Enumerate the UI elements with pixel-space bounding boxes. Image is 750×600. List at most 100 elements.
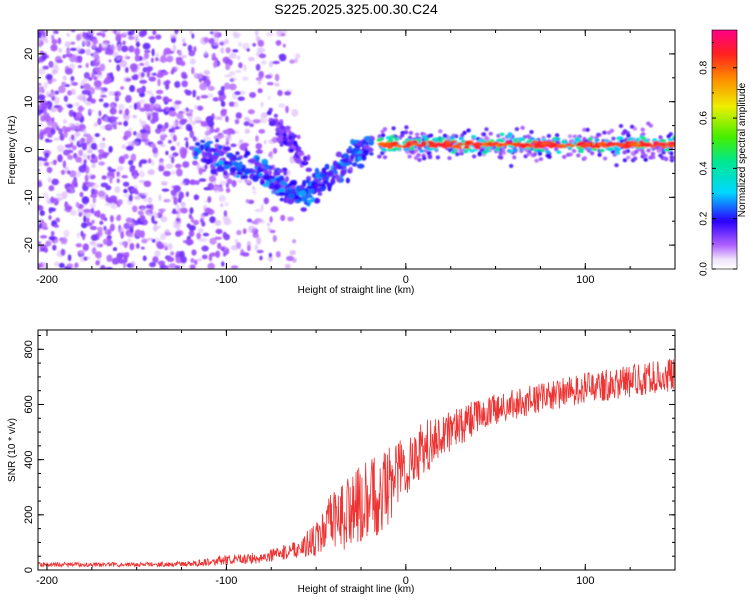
heatmap-cell [187, 44, 193, 52]
heatmap-cell [541, 141, 548, 145]
heatmap-cell [192, 160, 198, 166]
heatmap-cell [116, 64, 121, 72]
heatmap-cell [205, 158, 211, 165]
heatmap-cell [229, 166, 236, 174]
heatmap-cell [450, 140, 457, 144]
heatmap-cell [122, 181, 130, 187]
heatmap-cell [262, 118, 268, 124]
heatmap-cell [463, 145, 470, 149]
heatmap-cell [175, 163, 182, 169]
heatmap-cell [170, 189, 177, 196]
heatmap-cell [474, 145, 481, 149]
heatmap-cell [225, 183, 229, 188]
heatmap-cell [58, 85, 66, 94]
heatmap-cell [203, 142, 211, 148]
heatmap-cell [278, 103, 286, 108]
heatmap-cell [38, 104, 42, 111]
heatmap-cell [100, 42, 109, 49]
heatmap-cell [87, 30, 95, 36]
heatmap-cell [38, 161, 43, 167]
heatmap-cell [204, 164, 208, 170]
heatmap-cell [209, 119, 214, 128]
heatmap-cell [259, 179, 265, 186]
heatmap-cell [208, 175, 217, 183]
heatmap-cell [546, 133, 552, 138]
heatmap-cell [147, 169, 155, 176]
heatmap-cell [48, 215, 52, 220]
heatmap-cell [58, 48, 62, 53]
heatmap-cell [39, 244, 48, 250]
heatmap-cell [185, 140, 189, 149]
heatmap-cell [299, 190, 307, 197]
heatmap-cell [403, 130, 409, 135]
heatmap-cell [157, 225, 161, 229]
heatmap-cell [234, 119, 240, 125]
heatmap-cell [571, 149, 577, 153]
heatmap-cell [314, 183, 322, 187]
heatmap-cell [247, 109, 255, 115]
heatmap-cell [252, 43, 257, 47]
heatmap-cell [280, 214, 286, 222]
heatmap-cell [142, 30, 147, 36]
heatmap-cell [545, 150, 551, 154]
heatmap-cell [193, 150, 199, 157]
heatmap-cell [274, 82, 280, 87]
heatmap-cell [98, 161, 106, 166]
heatmap-cell [204, 50, 208, 56]
heatmap-cell [272, 60, 280, 65]
snr-series [38, 358, 675, 569]
heatmap-cell [44, 161, 49, 167]
heatmap-cell [217, 160, 224, 166]
heatmap-cell [275, 40, 282, 46]
heatmap-cell [121, 144, 127, 150]
heatmap-cell [424, 137, 430, 142]
heatmap-cell [123, 153, 129, 160]
heatmap-cell [182, 42, 187, 47]
heatmap-cell [201, 245, 209, 252]
heatmap-cell [42, 192, 49, 199]
heatmap-cell [77, 65, 82, 69]
heatmap-cell [185, 191, 189, 197]
heatmap-cell [86, 90, 91, 96]
heatmap-cell [116, 215, 121, 222]
heatmap-cell [436, 142, 442, 146]
heatmap-cell [48, 61, 54, 68]
heatmap-cell [449, 135, 455, 140]
heatmap-cell [156, 73, 164, 78]
heatmap-cell [86, 135, 93, 144]
heatmap-cell [202, 232, 210, 237]
heatmap-cell [85, 165, 90, 174]
heatmap-cell [459, 149, 464, 154]
heatmap-cell [114, 186, 121, 194]
heatmap-cell [518, 137, 524, 141]
heatmap-cell [514, 127, 520, 132]
heatmap-cell [235, 174, 241, 178]
heatmap-cell [597, 152, 602, 157]
heatmap-cell [210, 168, 217, 175]
heatmap-cell [268, 252, 272, 258]
heatmap-cell [235, 112, 242, 119]
heatmap-cell [223, 170, 228, 176]
heatmap-cell [282, 43, 286, 48]
heatmap-cell [44, 104, 50, 108]
heatmap-cell [38, 31, 42, 39]
heatmap-cell [263, 174, 270, 181]
heatmap-cell [79, 32, 83, 40]
heatmap-cell [464, 140, 471, 144]
heatmap-cell [147, 196, 153, 204]
heatmap-cell [255, 143, 263, 150]
heatmap-cell [243, 153, 248, 158]
heatmap-cell [91, 219, 95, 224]
heatmap-cell [285, 125, 291, 130]
heatmap-cell [134, 188, 138, 195]
heatmap-cell [481, 132, 487, 137]
heatmap-cell [554, 133, 560, 138]
heatmap-cell [118, 155, 126, 164]
heatmap-cell [199, 82, 208, 91]
heatmap-cell [129, 242, 135, 251]
heatmap-cell [614, 151, 621, 155]
heatmap-cell [108, 59, 112, 63]
heatmap-cell [82, 243, 90, 251]
heatmap-cell [633, 156, 638, 161]
